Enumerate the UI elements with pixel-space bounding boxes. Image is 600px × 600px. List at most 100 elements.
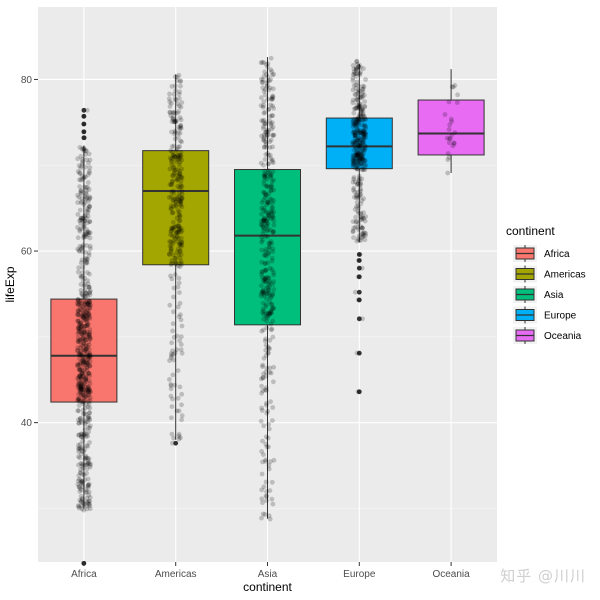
jitter-point	[269, 126, 274, 132]
y-tick-label: 80	[21, 75, 33, 86]
jitter-point	[79, 323, 85, 328]
jitter-point	[80, 335, 86, 341]
jitter-point	[360, 111, 366, 117]
jitter-point	[82, 329, 88, 335]
jitter-point	[356, 194, 362, 200]
jitter-point	[266, 513, 272, 519]
jitter-point	[449, 119, 455, 124]
jitter-point	[355, 137, 361, 143]
jitter-point	[79, 357, 85, 363]
jitter-point	[75, 297, 81, 302]
jitter-point	[263, 87, 268, 92]
jitter-point	[167, 182, 173, 188]
jitter-point	[175, 177, 181, 182]
jitter-point	[360, 86, 366, 92]
jitter-point	[86, 307, 91, 313]
jitter-point	[77, 373, 82, 379]
jitter-point	[260, 275, 265, 280]
jitter-point	[87, 305, 93, 311]
jitter-point	[356, 142, 361, 148]
jitter-point	[80, 394, 86, 399]
jitter-point	[354, 127, 360, 133]
jitter-point	[75, 348, 80, 354]
jitter-point	[267, 114, 273, 119]
jitter-point	[271, 306, 276, 311]
outlier-point	[81, 129, 87, 135]
jitter-point	[171, 166, 176, 171]
jitter-point	[354, 181, 360, 187]
jitter-point	[175, 153, 181, 159]
jitter-point	[356, 178, 361, 183]
jitter-point	[77, 497, 83, 503]
jitter-point	[78, 376, 84, 382]
jitter-point	[179, 166, 185, 172]
jitter-point	[354, 122, 360, 127]
jitter-point	[83, 148, 89, 154]
jitter-point	[77, 184, 83, 190]
jitter-point	[360, 106, 365, 112]
jitter-point	[85, 384, 91, 390]
jitter-point	[266, 282, 271, 287]
jitter-point	[77, 470, 83, 475]
jitter-point	[265, 344, 271, 350]
jitter-point	[171, 168, 177, 174]
jitter-point	[80, 484, 86, 490]
jitter-point	[85, 433, 91, 439]
jitter-point	[87, 352, 93, 357]
jitter-point	[87, 353, 93, 358]
jitter-point	[354, 59, 359, 65]
jitter-point	[177, 384, 183, 390]
jitter-point	[267, 118, 272, 124]
jitter-point	[269, 184, 274, 190]
jitter-point	[83, 372, 89, 378]
jitter-point	[265, 129, 271, 135]
jitter-point	[174, 146, 180, 152]
jitter-point	[80, 312, 86, 318]
jitter-point	[76, 323, 82, 328]
jitter-point	[79, 463, 85, 469]
jitter-point	[87, 440, 92, 445]
jitter-point	[85, 485, 91, 490]
jitter-point	[82, 421, 88, 427]
jitter-point	[264, 220, 270, 226]
jitter-point	[174, 347, 180, 353]
jitter-point	[357, 101, 362, 106]
jitter-point	[167, 110, 173, 116]
jitter-point	[75, 318, 81, 324]
jitter-point	[261, 252, 267, 258]
jitter-point	[360, 214, 365, 220]
jitter-point	[86, 501, 91, 507]
jitter-point	[351, 129, 357, 135]
outlier-point	[81, 107, 87, 113]
jitter-point	[174, 215, 180, 221]
jitter-point	[87, 506, 93, 512]
jitter-point	[262, 138, 268, 144]
jitter-point	[359, 161, 365, 167]
jitter-point	[177, 255, 183, 261]
jitter-point	[359, 156, 364, 162]
jitter-point	[78, 305, 83, 311]
jitter-point	[168, 246, 174, 252]
jitter-point	[270, 249, 276, 255]
jitter-point	[264, 62, 269, 68]
jitter-point	[355, 166, 360, 172]
legend-item-europe: Europe	[513, 306, 577, 324]
jitter-point	[266, 311, 271, 317]
jitter-point	[261, 327, 266, 333]
jitter-point	[353, 219, 359, 225]
jitter-point	[446, 99, 452, 105]
jitter-point	[75, 347, 80, 353]
jitter-point	[87, 271, 92, 277]
jitter-point	[173, 204, 179, 210]
jitter-point	[173, 259, 178, 265]
jitter-point	[79, 370, 85, 376]
jitter-point	[360, 153, 366, 159]
jitter-point	[176, 223, 181, 229]
jitter-point	[76, 367, 82, 373]
jitter-point	[259, 289, 265, 295]
jitter-point	[264, 410, 270, 416]
jitter-point	[353, 214, 358, 220]
jitter-point	[178, 124, 183, 130]
jitter-point	[265, 199, 270, 205]
jitter-point	[263, 193, 269, 198]
